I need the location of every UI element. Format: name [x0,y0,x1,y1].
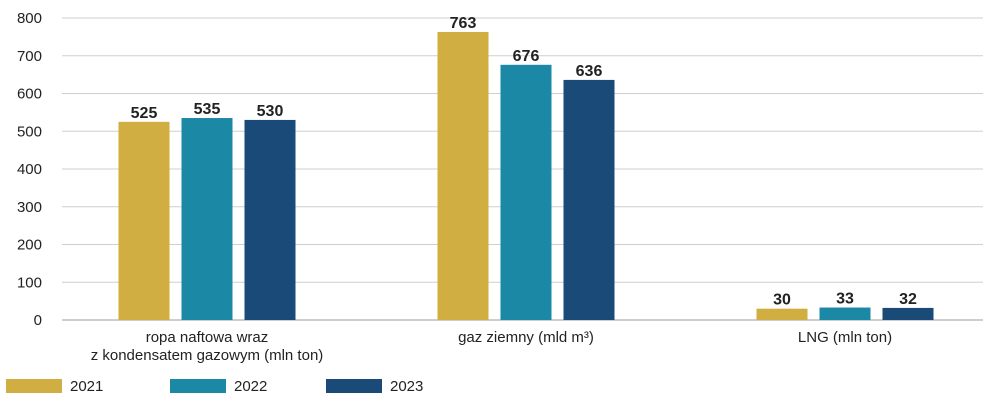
bar-2021 [756,308,808,320]
bar-2022 [181,118,233,320]
x-category-label: ropa naftowa wraz z kondensatem gazowym (… [91,329,324,364]
bar-2023 [563,79,615,320]
y-tick-label: 500 [17,123,42,140]
data-label: 525 [131,105,158,122]
legend-swatch-2022 [170,379,226,393]
y-tick-label: 600 [17,86,42,103]
x-category-label-line: LNG (mln ton) [798,329,892,346]
y-tick-label: 200 [17,237,42,254]
data-labels: 525 763 30 535 676 33 530 636 32 [131,15,917,309]
data-label: 530 [257,103,284,120]
data-label: 535 [194,101,221,118]
y-tick-label: 700 [17,48,42,65]
legend-label-2021: 2021 [70,378,103,395]
legend-label-2022: 2022 [234,378,267,395]
x-axis-categories: ropa naftowa wraz z kondensatem gazowym (… [91,329,892,364]
x-category-label: LNG (mln ton) [798,329,892,346]
legend: 2021 2022 2023 [6,378,423,395]
data-label: 676 [513,48,540,65]
x-category-label: gaz ziemny (mld m³) [458,329,594,346]
bar-2023 [244,119,296,320]
x-category-label-line: gaz ziemny (mld m³) [458,329,594,346]
bars [118,31,934,321]
y-tick-label: 800 [17,10,42,27]
data-label: 32 [899,291,917,308]
bar-2023 [882,307,934,320]
data-label: 763 [450,15,477,32]
legend-label-2023: 2023 [390,378,423,395]
y-tick-label: 0 [34,312,42,329]
legend-swatch-2021 [6,379,62,393]
legend-swatch-2023 [326,379,382,393]
x-category-label-line: ropa naftowa wraz [146,329,269,346]
bar-2021 [437,31,489,321]
x-category-label-line: z kondensatem gazowym (mln ton) [91,347,324,364]
bar-2021 [118,121,170,320]
data-label: 636 [576,63,603,80]
data-label: 30 [773,292,791,309]
y-axis-ticks: 0 100 200 300 400 500 600 700 800 [17,10,42,329]
y-tick-label: 400 [17,161,42,178]
bar-2022 [819,307,871,320]
y-tick-label: 300 [17,199,42,216]
data-label: 33 [836,291,854,308]
bar-2022 [500,64,552,320]
y-tick-label: 100 [17,274,42,291]
